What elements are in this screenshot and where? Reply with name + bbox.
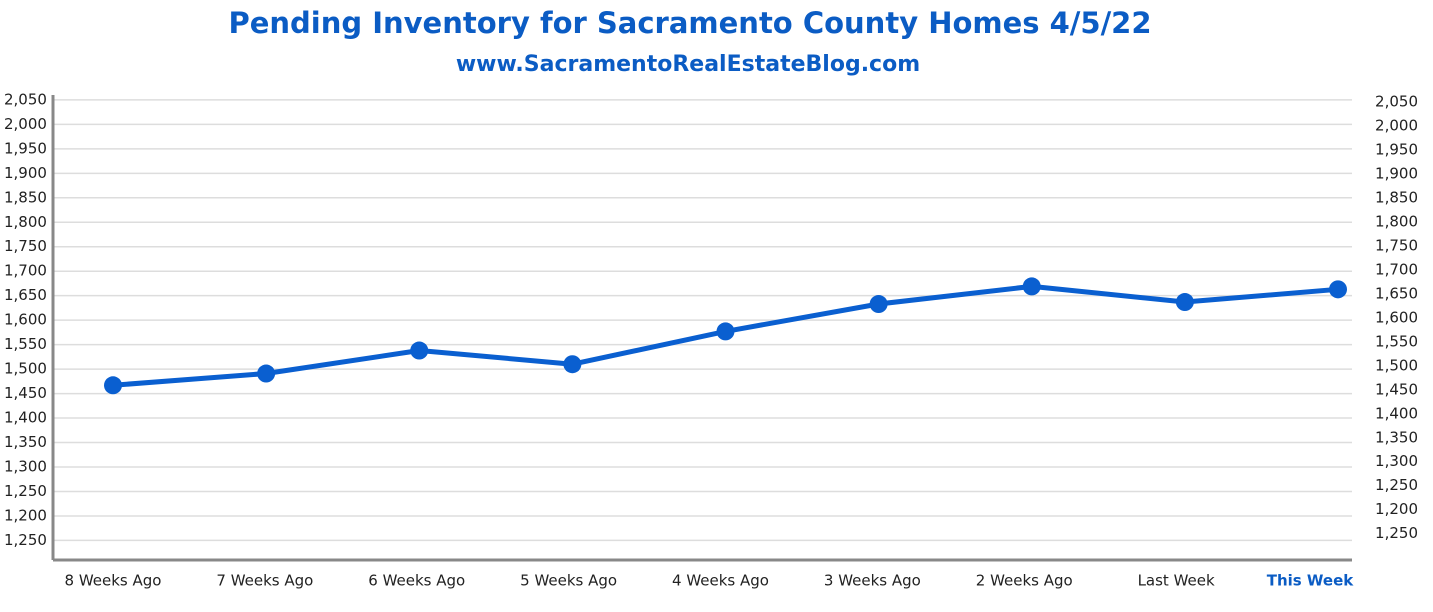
y-tick-label: 1,550 <box>4 335 47 353</box>
data-point <box>1022 277 1041 296</box>
y2-tick-label: 1,700 <box>1375 260 1418 278</box>
y2-tick-label: 1,550 <box>1375 332 1418 350</box>
y2-tick-label: 1,600 <box>1375 308 1418 326</box>
data-point <box>563 355 582 374</box>
data-point <box>869 295 888 314</box>
x-tick-label: 4 Weeks Ago <box>672 572 769 590</box>
y-tick-label: 1,250 <box>4 531 47 549</box>
chart-subtitle: www.SacramentoRealEstateBlog.com <box>456 52 920 77</box>
y-tick-label: 1,900 <box>4 164 47 182</box>
y2-tick-label: 1,250 <box>1375 476 1418 494</box>
y-tick-label: 1,650 <box>4 286 47 304</box>
y-tick-label: 1,800 <box>4 213 47 231</box>
y2-tick-label: 1,850 <box>1375 189 1418 207</box>
data-point <box>410 341 429 360</box>
y2-tick-label: 1,650 <box>1375 284 1418 302</box>
y2-tick-label: 1,800 <box>1375 213 1418 231</box>
y2-tick-label: 1,500 <box>1375 356 1418 374</box>
y2-tick-label: 1,450 <box>1375 380 1418 398</box>
x-tick-label: 3 Weeks Ago <box>824 572 921 590</box>
y-tick-label: 1,200 <box>4 506 47 524</box>
x-tick-label: 8 Weeks Ago <box>65 572 162 590</box>
y2-tick-label: 2,050 <box>1375 93 1418 111</box>
y-tick-label: 1,300 <box>4 458 47 476</box>
x-tick-label: This Week <box>1267 572 1355 590</box>
data-point <box>104 376 122 395</box>
data-point <box>257 364 276 383</box>
y2-tick-label: 1,950 <box>1375 141 1418 159</box>
data-point <box>716 322 735 341</box>
y2-tick-label: 1,400 <box>1375 404 1418 422</box>
y2-tick-label: 1,250 <box>1375 524 1418 542</box>
x-tick-label: Last Week <box>1138 572 1215 590</box>
y-tick-label: 1,750 <box>4 237 47 255</box>
y-tick-label: 1,400 <box>4 409 47 427</box>
y-tick-label: 2,050 <box>4 90 47 108</box>
y2-tick-label: 2,000 <box>1375 117 1418 135</box>
y-tick-label: 1,500 <box>4 360 47 378</box>
y-tick-label: 2,000 <box>4 115 47 133</box>
y2-tick-label: 1,750 <box>1375 237 1418 255</box>
y2-tick-label: 1,350 <box>1375 428 1418 446</box>
data-point <box>1329 280 1347 299</box>
y-tick-label: 1,950 <box>4 139 47 157</box>
x-tick-label: 6 Weeks Ago <box>368 572 465 590</box>
y-tick-label: 1,850 <box>4 188 47 206</box>
y2-tick-label: 1,200 <box>1375 500 1418 518</box>
y2-tick-label: 1,300 <box>1375 452 1418 470</box>
y-tick-label: 1,450 <box>4 384 47 402</box>
x-tick-label: 2 Weeks Ago <box>976 572 1073 590</box>
y-tick-label: 1,700 <box>4 262 47 280</box>
y-tick-label: 1,600 <box>4 311 47 329</box>
x-tick-label: 7 Weeks Ago <box>216 572 313 590</box>
x-tick-label: 5 Weeks Ago <box>520 572 617 590</box>
y2-tick-label: 1,900 <box>1375 165 1418 183</box>
y-tick-label: 1,350 <box>4 433 47 451</box>
data-point <box>1175 293 1194 312</box>
chart-title: Pending Inventory for Sacramento County … <box>228 6 1151 40</box>
y-tick-label: 1,250 <box>4 482 47 500</box>
